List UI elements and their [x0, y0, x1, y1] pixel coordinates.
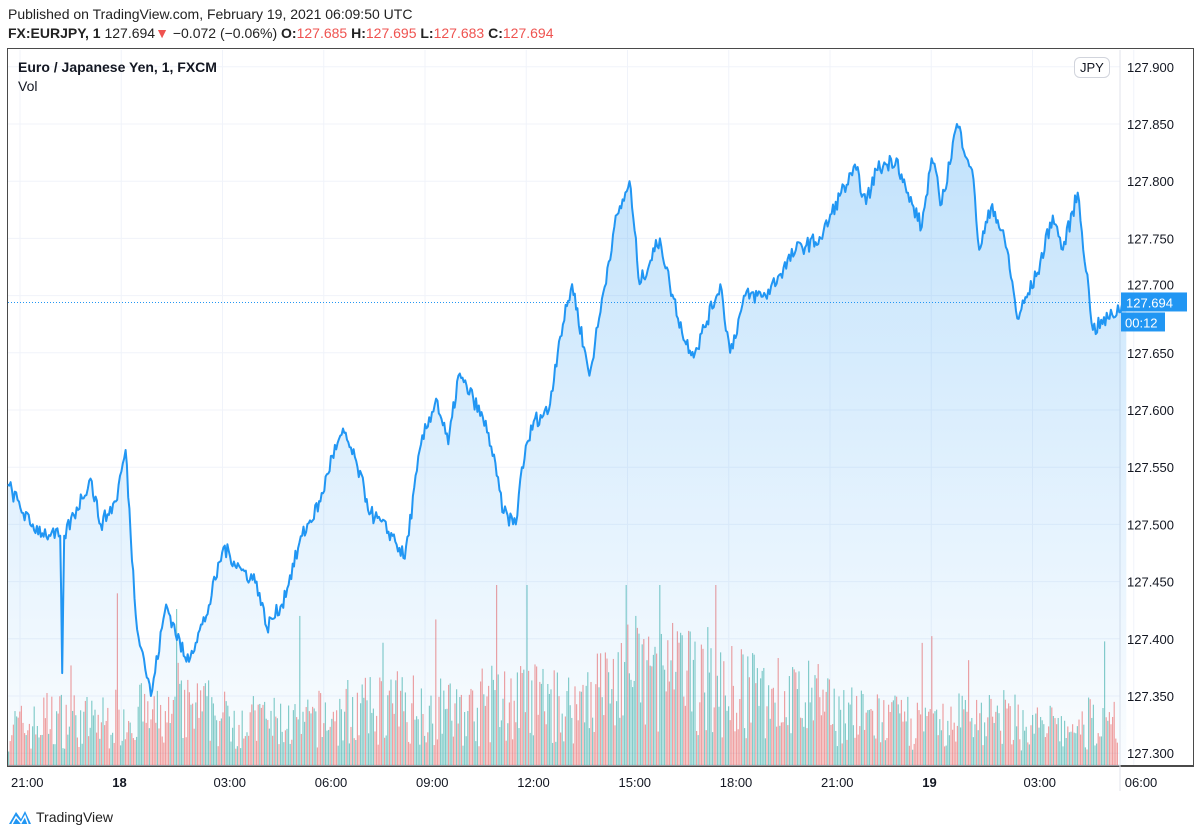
time-tick-label: 03:00 — [214, 775, 247, 790]
currency-button[interactable]: JPY — [1074, 57, 1110, 78]
chart-frame — [7, 48, 1194, 767]
time-tick-label: 21:00 — [11, 775, 44, 790]
current-price-label: 127.694 — [1126, 295, 1173, 310]
price-tick-label: 127.900 — [1127, 60, 1174, 75]
time-tick-label: 18 — [112, 775, 126, 790]
symbol-info: FX:EURJPY, 1 127.694▼ −0.072 (−0.06%) O:… — [8, 25, 553, 41]
high-label: H: — [351, 25, 366, 41]
price-tick-label: 127.450 — [1127, 575, 1174, 590]
tradingview-logo-icon — [9, 811, 31, 825]
price-tick-label: 127.650 — [1127, 346, 1174, 361]
current-price-badge — [1121, 292, 1187, 312]
price-tick-label: 127.800 — [1127, 174, 1174, 189]
low-value: 127.683 — [433, 25, 485, 41]
series-title: Euro / Japanese Yen, 1, FXCM — [18, 59, 217, 75]
time-tick-label: 06:00 — [1125, 775, 1158, 790]
time-tick-label: 06:00 — [315, 775, 348, 790]
price-tick-label: 127.700 — [1127, 277, 1174, 292]
price-tick-label: 127.300 — [1127, 746, 1174, 761]
price-tick-label: 127.600 — [1127, 403, 1174, 418]
price-area — [7, 124, 1127, 765]
brand-name: TradingView — [36, 809, 114, 825]
price-tick-label: 127.850 — [1127, 117, 1174, 132]
published-info: Published on TradingView.com, February 1… — [8, 6, 413, 22]
countdown-label: 00:12 — [1125, 315, 1158, 330]
symbol: FX:EURJPY, 1 — [8, 25, 101, 41]
price-tick-label: 127.500 — [1127, 517, 1174, 532]
price-change: −0.072 (−0.06%) — [172, 25, 278, 41]
time-tick-label: 12:00 — [517, 775, 550, 790]
time-tick-label: 19 — [922, 775, 936, 790]
price-tick-label: 127.350 — [1127, 689, 1174, 704]
time-tick-label: 09:00 — [416, 775, 449, 790]
low-label: L: — [420, 25, 434, 41]
time-tick-label: 03:00 — [1024, 775, 1057, 790]
close-label: C: — [488, 25, 503, 41]
open-value: 127.685 — [296, 25, 348, 41]
high-value: 127.695 — [365, 25, 417, 41]
last-price: 127.694 — [104, 25, 156, 41]
price-tick-label: 127.400 — [1127, 632, 1174, 647]
down-arrow-icon: ▼ — [155, 25, 169, 41]
open-label: O: — [281, 25, 297, 41]
time-tick-label: 21:00 — [821, 775, 854, 790]
countdown-badge — [1121, 312, 1165, 332]
time-tick-label: 15:00 — [619, 775, 652, 790]
price-tick-label: 127.750 — [1127, 231, 1174, 246]
time-tick-label: 18:00 — [720, 775, 753, 790]
price-line — [7, 123, 1128, 697]
close-value: 127.694 — [502, 25, 554, 41]
tradingview-logo[interactable]: TradingView — [8, 808, 113, 826]
price-tick-label: 127.550 — [1127, 460, 1174, 475]
volume-legend: Vol — [18, 78, 38, 94]
